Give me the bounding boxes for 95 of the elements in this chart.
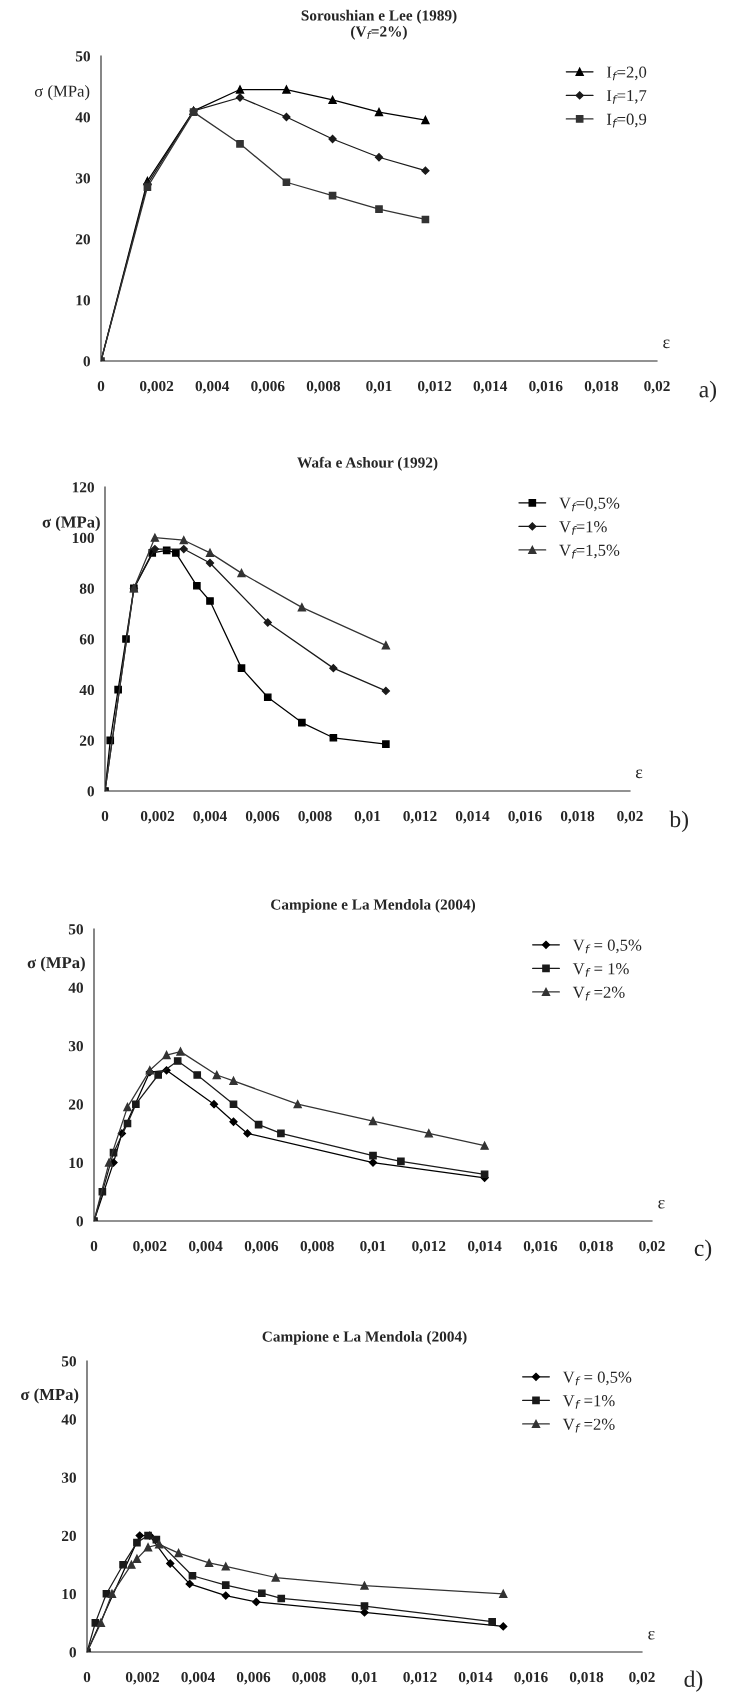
legend-label: V$_{f}$ = 0,5%: [572, 939, 642, 954]
y-tick-label: 80: [79, 583, 94, 594]
y-axis-title: σ (MPa): [34, 85, 90, 101]
x-tick-label: 0,006: [244, 1240, 279, 1254]
chart-title: Campione e La Mendola (2004): [262, 1330, 467, 1345]
legend-label: V$_{f}$=1,5%: [559, 544, 620, 559]
y-tick-label: 40: [75, 112, 90, 123]
x-tick-label: 0,002: [133, 1240, 167, 1254]
x-tick-label: 0,012: [403, 1671, 437, 1685]
x-tick-label: 0,02: [644, 380, 670, 394]
y-tick-label: 20: [68, 1099, 83, 1110]
x-tick-label: 0,016: [529, 380, 563, 394]
x-tick-label: 0,002: [125, 1671, 160, 1685]
text: c): [694, 1239, 712, 1261]
x-tick-label: 0,014: [455, 810, 490, 824]
x-tick-label: 0,006: [245, 810, 280, 824]
y-tick-label: 50: [75, 51, 90, 62]
x-tick-label: 0,01: [354, 810, 381, 824]
y-tick-label: 20: [61, 1530, 76, 1542]
legend-label: I$_{f}$=0,9: [606, 113, 647, 128]
y-tick-label: 60: [79, 634, 94, 645]
x-tick-label: 0,004: [195, 380, 230, 394]
text: a): [699, 380, 716, 403]
y-tick-label: 50: [61, 1356, 76, 1367]
chart-title: Campione e La Mendola (2004): [271, 898, 476, 913]
text: d): [684, 1670, 703, 1692]
y-axis-title: σ (MPa): [21, 1388, 79, 1404]
x-tick-label: 0,006: [236, 1671, 271, 1685]
x-tick-label: 0,008: [306, 380, 341, 394]
legend-label: I$_{f}$=2,0: [606, 66, 647, 81]
x-tick-label: 0,002: [139, 380, 174, 394]
y-tick-label: 40: [61, 1414, 76, 1425]
x-tick-label: 0,014: [473, 380, 508, 394]
x-tick-label: 0,014: [458, 1671, 493, 1685]
chart-title: Soroushian e Lee (1989) (V$_{f}$=2%): [301, 9, 457, 40]
x-axis-title: ε: [635, 769, 643, 779]
chart-title: Wafa e Ashour (1992): [297, 456, 438, 471]
y-tick-label: 40: [79, 684, 94, 696]
x-tick-label: 0,016: [523, 1240, 558, 1254]
legend-label: I$_{f}$=1,7: [606, 90, 647, 104]
legend-label: V$_{f}$ =2%: [562, 1418, 615, 1433]
legend-label: V$_{f}$ =1%: [562, 1395, 615, 1409]
y-axis-title: σ (MPa): [27, 956, 85, 972]
y-tick-label: 10: [62, 1588, 76, 1600]
legend-label: V$_{f}$=0,5%: [559, 497, 620, 512]
x-tick-label: 0,02: [639, 1240, 665, 1254]
x-tick-label: 0: [101, 810, 109, 822]
x-tick-label: 0,01: [366, 380, 392, 394]
y-tick-label: 100: [72, 532, 94, 544]
x-tick-label: 0: [97, 380, 105, 392]
x-tick-label: 0,006: [251, 380, 285, 394]
x-tick-label: 0,008: [298, 810, 332, 824]
x-tick-label: 0,018: [569, 1671, 604, 1685]
y-tick-label: 120: [72, 482, 94, 493]
x-tick-label: 0,004: [188, 1240, 223, 1254]
legend-label: V$_{f}$=1%: [559, 521, 607, 535]
x-tick-label: 0,002: [140, 810, 175, 824]
x-tick-label: 0,016: [508, 810, 542, 824]
x-axis-title: ε: [663, 339, 670, 349]
y-tick-label: 10: [69, 1157, 83, 1169]
text: b): [669, 810, 689, 833]
legend-label: V$_{f}$ =2%: [572, 986, 625, 1001]
y-tick-label: 0: [83, 356, 90, 367]
x-tick-label: 0,018: [584, 380, 619, 394]
x-tick-label: 0,012: [403, 810, 437, 824]
x-tick-label: 0,01: [351, 1671, 378, 1685]
y-tick-label: 20: [75, 234, 90, 245]
x-axis-title: ε: [648, 1630, 655, 1640]
legend-label: V$_{f}$ = 0,5%: [562, 1371, 632, 1386]
x-tick-label: 0,004: [193, 810, 227, 824]
x-tick-label: 0,012: [417, 380, 452, 394]
y-tick-label: 50: [68, 924, 83, 935]
x-tick-label: 0,018: [560, 810, 595, 824]
y-tick-label: 0: [76, 1216, 83, 1227]
y-axis-title: σ (MPa): [42, 515, 100, 532]
x-tick-label: 0,004: [181, 1671, 215, 1685]
x-tick-label: 0,008: [300, 1240, 334, 1254]
y-tick-label: 40: [68, 982, 83, 993]
y-tick-label: 30: [75, 173, 90, 184]
legend-label: V$_{f}$ = 1%: [572, 963, 629, 977]
y-tick-label: 0: [69, 1647, 76, 1658]
x-tick-label: 0,014: [467, 1240, 502, 1254]
y-tick-label: 20: [79, 735, 94, 746]
y-tick-label: 30: [61, 1472, 76, 1483]
y-tick-label: 10: [76, 295, 90, 306]
x-tick-label: 0,016: [514, 1671, 548, 1685]
x-tick-label: 0,008: [292, 1671, 326, 1685]
x-tick-label: 0,018: [579, 1240, 613, 1254]
x-tick-label: 0,02: [617, 810, 643, 824]
x-axis-title: ε: [658, 1199, 665, 1209]
y-tick-label: 30: [68, 1040, 83, 1052]
y-tick-label: 0: [87, 786, 94, 797]
x-tick-label: 0,012: [412, 1240, 446, 1254]
x-tick-label: 0,01: [360, 1240, 386, 1254]
x-tick-label: 0,02: [629, 1671, 655, 1685]
